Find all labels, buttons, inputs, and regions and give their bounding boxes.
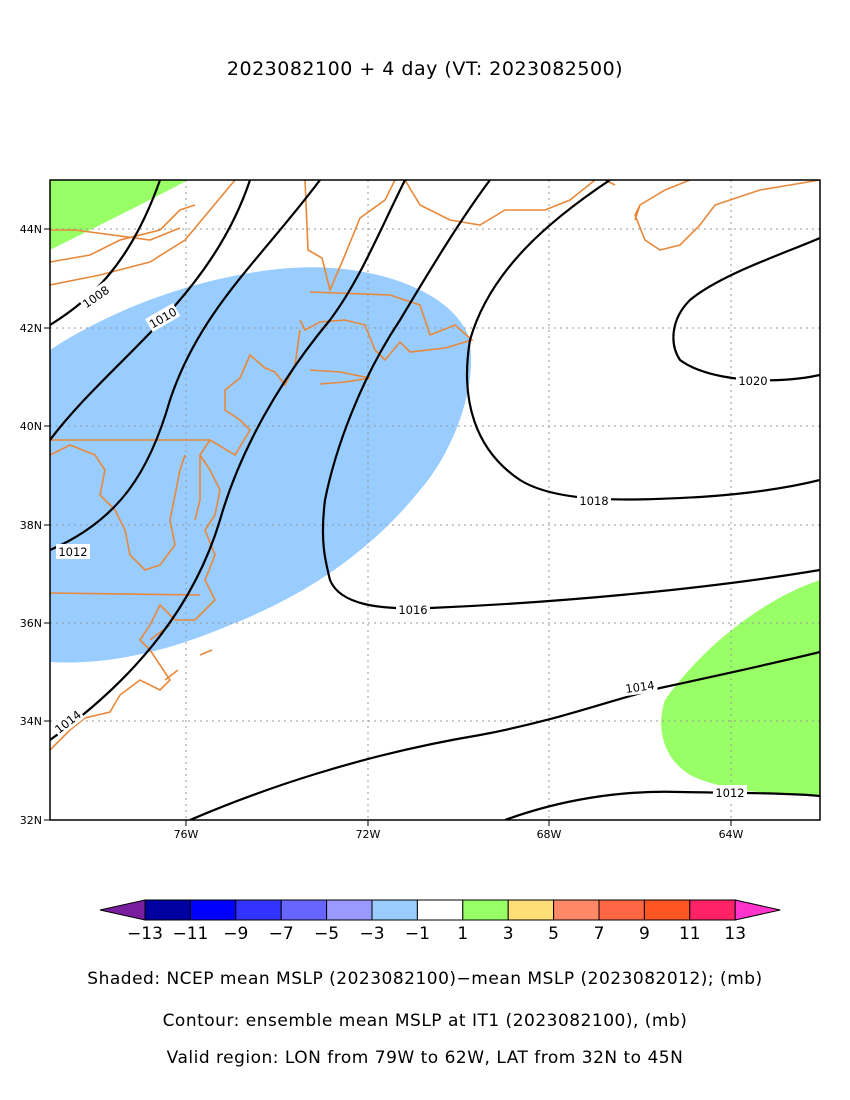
positive-anomaly-region-se (661, 580, 820, 795)
colorbar-tick-label: −3 (359, 924, 384, 944)
colorbar-cell (689, 899, 736, 921)
contour-label-1016: 1016 (398, 603, 427, 617)
contour-1014-west (50, 180, 406, 741)
colorbar-tick-label: −11 (172, 924, 208, 944)
colorbar-tick-label: 3 (503, 924, 514, 944)
lon-label: 76W (174, 828, 199, 841)
colorbar-tick-label: 13 (724, 924, 746, 944)
lon-label: 64W (719, 828, 744, 841)
negative-anomaly-region (50, 267, 472, 663)
colorbar-cell (235, 899, 282, 921)
lat-label: 40N (20, 420, 42, 433)
lat-label: 44N (20, 223, 42, 236)
lon-label: 68W (537, 828, 562, 841)
contour-1016 (321, 180, 820, 610)
contour-1018 (466, 180, 820, 501)
grid-lines (50, 180, 820, 820)
page-title: 2023082100 + 4 day (VT: 2023082500) (226, 58, 624, 80)
colorbar-arrow-right (734, 899, 781, 921)
colorbar-tick-label: 9 (639, 924, 650, 944)
colorbar-cell (598, 899, 645, 921)
colorbar-tick-label: −9 (223, 924, 248, 944)
colorbar-tick-label: −1 (405, 924, 430, 944)
contour-1008 (50, 180, 162, 326)
longitude-labels: 76W 72W 68W 64W (174, 828, 744, 841)
lon-label: 72W (356, 828, 381, 841)
contour-1012 (50, 180, 321, 552)
map-plot-area: 1008 1010 1012 1014 1016 1018 (50, 180, 820, 820)
colorbar-tick-label: −7 (269, 924, 294, 944)
colorbar (99, 899, 781, 921)
colorbar-cell (643, 899, 691, 921)
colorbar-tick-label: 11 (679, 924, 701, 944)
colorbar-tick-label: −13 (127, 924, 163, 944)
positive-anomaly-region-nw (50, 180, 188, 250)
colorbar-tick-label: 1 (457, 924, 468, 944)
contour-1014-east (189, 650, 820, 820)
caption-contour: Contour: ensemble mean MSLP at IT1 (2023… (162, 1011, 688, 1031)
lat-label: 38N (20, 519, 42, 532)
colorbar-cell (462, 899, 509, 921)
lat-label: 32N (20, 814, 42, 827)
colorbar-tick-label: −5 (314, 924, 339, 944)
contour-label-1012-south: 1012 (715, 786, 744, 800)
contour-label-1014-east: 1014 (625, 678, 656, 696)
contour-label-1012: 1012 (58, 545, 87, 559)
contour-1012-south (504, 790, 820, 820)
colorbar-cell (280, 899, 328, 921)
axis-ticks (44, 228, 732, 826)
latitude-labels: 44N 42N 40N 38N 36N 34N 32N (20, 223, 42, 827)
contour-1020 (672, 236, 820, 382)
colorbar-cell (553, 899, 600, 921)
lat-label: 42N (20, 322, 42, 335)
map-frame (49, 179, 821, 821)
coastlines (50, 180, 820, 751)
colorbar-labels: −13 −11 −9 −7 −5 −3 −1 1 3 5 7 9 11 13 (127, 924, 746, 944)
caption-region: Valid region: LON from 79W to 62W, LAT f… (166, 1048, 684, 1068)
colorbar-tick-label: 5 (548, 924, 559, 944)
contour-label-1020: 1020 (738, 374, 767, 388)
colorbar-cell (371, 899, 418, 921)
lat-label: 34N (20, 715, 42, 728)
colorbar-arrow-left (99, 899, 146, 921)
colorbar-cell (507, 899, 555, 921)
colorbar-cell (416, 899, 464, 921)
contour-label-1018: 1018 (579, 494, 608, 508)
colorbar-tick-label: 7 (594, 924, 605, 944)
colorbar-cell (144, 899, 191, 921)
colorbar-cell (189, 899, 237, 921)
colorbar-cell (326, 899, 373, 921)
caption-shaded: Shaded: NCEP mean MSLP (2023082100)−mean… (87, 969, 763, 989)
lat-label: 36N (20, 617, 42, 630)
